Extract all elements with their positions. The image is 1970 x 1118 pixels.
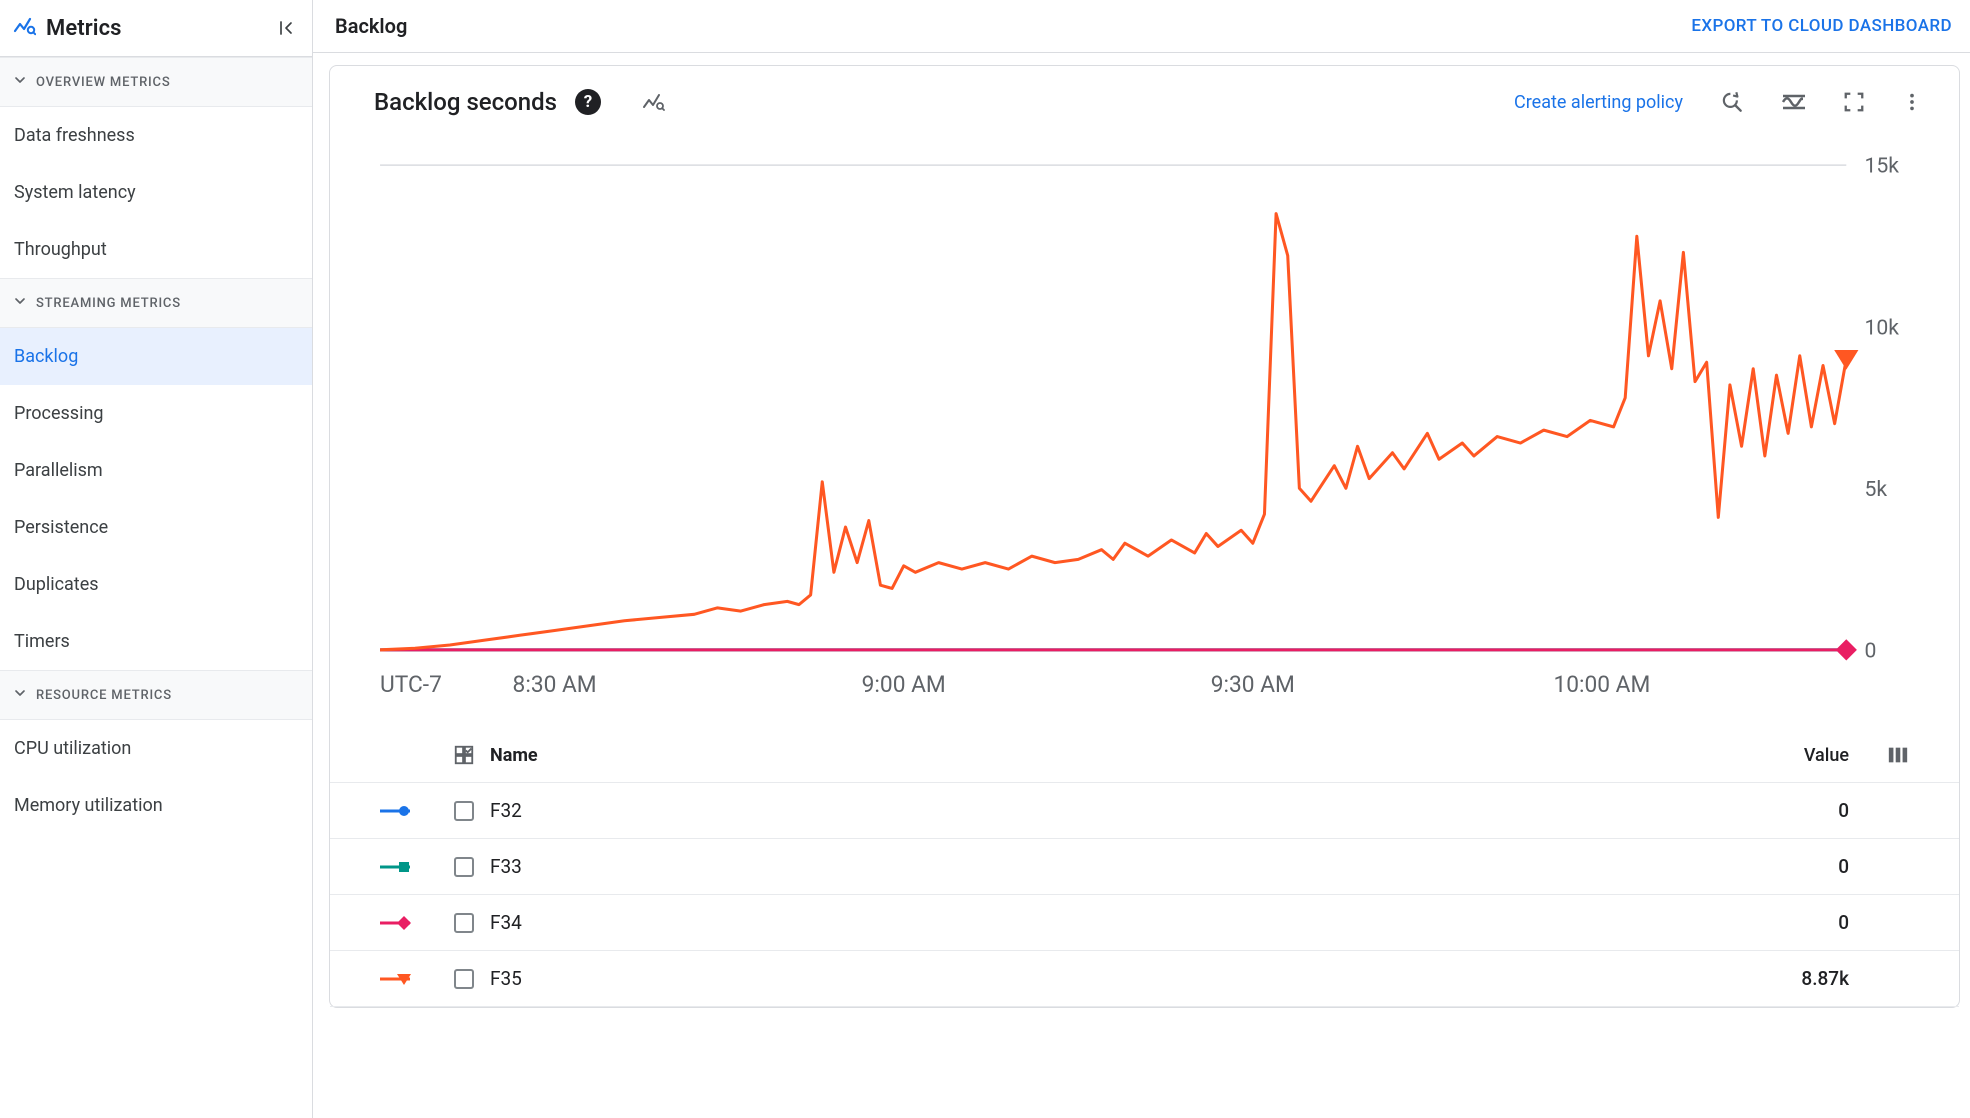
sidebar-item-cpu-utilization[interactable]: CPU utilization xyxy=(0,720,312,777)
sidebar-item-memory-utilization[interactable]: Memory utilization xyxy=(0,777,312,834)
series-value: 0 xyxy=(1729,855,1849,878)
chevron-down-icon xyxy=(12,72,28,92)
export-to-dashboard-button[interactable]: EXPORT TO CLOUD DASHBOARD xyxy=(1691,16,1952,36)
legend-row[interactable]: F33 0 xyxy=(330,839,1959,895)
legend-name-header[interactable]: Name xyxy=(486,745,1729,766)
section-label: RESOURCE METRICS xyxy=(36,688,172,703)
sidebar-item-processing[interactable]: Processing xyxy=(0,385,312,442)
series-marker-icon xyxy=(352,971,442,987)
sidebar-title: Metrics xyxy=(46,16,122,41)
legend-toggle-icon[interactable] xyxy=(1781,92,1807,112)
chevron-down-icon xyxy=(12,685,28,705)
section-header[interactable]: RESOURCE METRICS xyxy=(0,670,312,720)
svg-text:10k: 10k xyxy=(1864,315,1899,340)
help-icon[interactable]: ? xyxy=(575,89,601,115)
section-header[interactable]: STREAMING METRICS xyxy=(0,278,312,328)
legend-header: Name Value xyxy=(330,728,1959,783)
svg-text:15k: 15k xyxy=(1864,154,1899,179)
card-title: Backlog seconds xyxy=(374,88,557,116)
legend-row[interactable]: F35 8.87k xyxy=(330,951,1959,1007)
series-checkbox[interactable] xyxy=(454,801,474,821)
card-header: Backlog seconds ? Create alerting policy xyxy=(330,66,1959,126)
series-marker-icon xyxy=(352,915,442,931)
sidebar-item-persistence[interactable]: Persistence xyxy=(0,499,312,556)
more-options-icon[interactable] xyxy=(1901,91,1923,113)
select-all-icon[interactable] xyxy=(442,744,486,766)
series-name: F32 xyxy=(486,799,1729,822)
svg-text:9:30 AM: 9:30 AM xyxy=(1211,671,1295,698)
svg-text:0: 0 xyxy=(1864,638,1876,663)
series-name: F34 xyxy=(486,911,1729,934)
series-checkbox[interactable] xyxy=(454,913,474,933)
legend-table: Name Value F32 0 F33 0 F34 0 xyxy=(330,728,1959,1007)
sidebar-header: Metrics xyxy=(0,0,312,57)
chart[interactable]: 0 5k 10k 15k UTC-7 8:30 AM 9:00 AM 9:30 AM 10:00… xyxy=(374,150,1919,710)
svg-text:5k: 5k xyxy=(1864,477,1887,502)
section-header[interactable]: OVERVIEW METRICS xyxy=(0,57,312,107)
sidebar-item-system-latency[interactable]: System latency xyxy=(0,164,312,221)
collapse-sidebar-button[interactable] xyxy=(276,18,296,38)
page-title: Backlog xyxy=(335,14,407,38)
svg-text:10:00 AM: 10:00 AM xyxy=(1553,671,1650,698)
sidebar-item-backlog[interactable]: Backlog xyxy=(0,328,312,385)
sidebar-item-parallelism[interactable]: Parallelism xyxy=(0,442,312,499)
series-name: F33 xyxy=(486,855,1729,878)
sidebar-item-duplicates[interactable]: Duplicates xyxy=(0,556,312,613)
series-name: F35 xyxy=(486,967,1729,990)
metrics-explorer-icon[interactable] xyxy=(641,90,665,114)
series-value: 0 xyxy=(1729,799,1849,822)
create-alerting-policy-link[interactable]: Create alerting policy xyxy=(1514,92,1683,113)
series-value: 8.87k xyxy=(1729,967,1849,990)
reset-zoom-icon[interactable] xyxy=(1719,89,1745,115)
sidebar: Metrics OVERVIEW METRICS Data freshnessSy… xyxy=(0,0,313,1118)
fullscreen-icon[interactable] xyxy=(1843,91,1865,113)
section-label: OVERVIEW METRICS xyxy=(36,75,171,90)
chart-card: Backlog seconds ? Create alerting policy xyxy=(329,65,1960,1008)
series-marker-icon xyxy=(352,859,442,875)
section-label: STREAMING METRICS xyxy=(36,296,181,311)
svg-text:8:30 AM: 8:30 AM xyxy=(513,671,597,698)
sidebar-item-throughput[interactable]: Throughput xyxy=(0,221,312,278)
legend-value-header[interactable]: Value xyxy=(1729,745,1849,766)
sidebar-item-timers[interactable]: Timers xyxy=(0,613,312,670)
legend-row[interactable]: F34 0 xyxy=(330,895,1959,951)
series-checkbox[interactable] xyxy=(454,969,474,989)
sidebar-sections: OVERVIEW METRICS Data freshnessSystem lat… xyxy=(0,57,312,834)
svg-text:UTC-7: UTC-7 xyxy=(380,671,442,698)
content-area: Backlog seconds ? Create alerting policy xyxy=(313,53,1970,1118)
chevron-down-icon xyxy=(12,293,28,313)
series-checkbox[interactable] xyxy=(454,857,474,877)
sidebar-item-data-freshness[interactable]: Data freshness xyxy=(0,107,312,164)
svg-text:9:00 AM: 9:00 AM xyxy=(862,671,946,698)
main: Backlog EXPORT TO CLOUD DASHBOARD Backlo… xyxy=(313,0,1970,1118)
metrics-icon xyxy=(12,14,36,42)
series-value: 0 xyxy=(1729,911,1849,934)
topbar: Backlog EXPORT TO CLOUD DASHBOARD xyxy=(313,0,1970,53)
series-marker-icon xyxy=(352,803,442,819)
legend-row[interactable]: F32 0 xyxy=(330,783,1959,839)
columns-icon[interactable] xyxy=(1869,745,1909,765)
